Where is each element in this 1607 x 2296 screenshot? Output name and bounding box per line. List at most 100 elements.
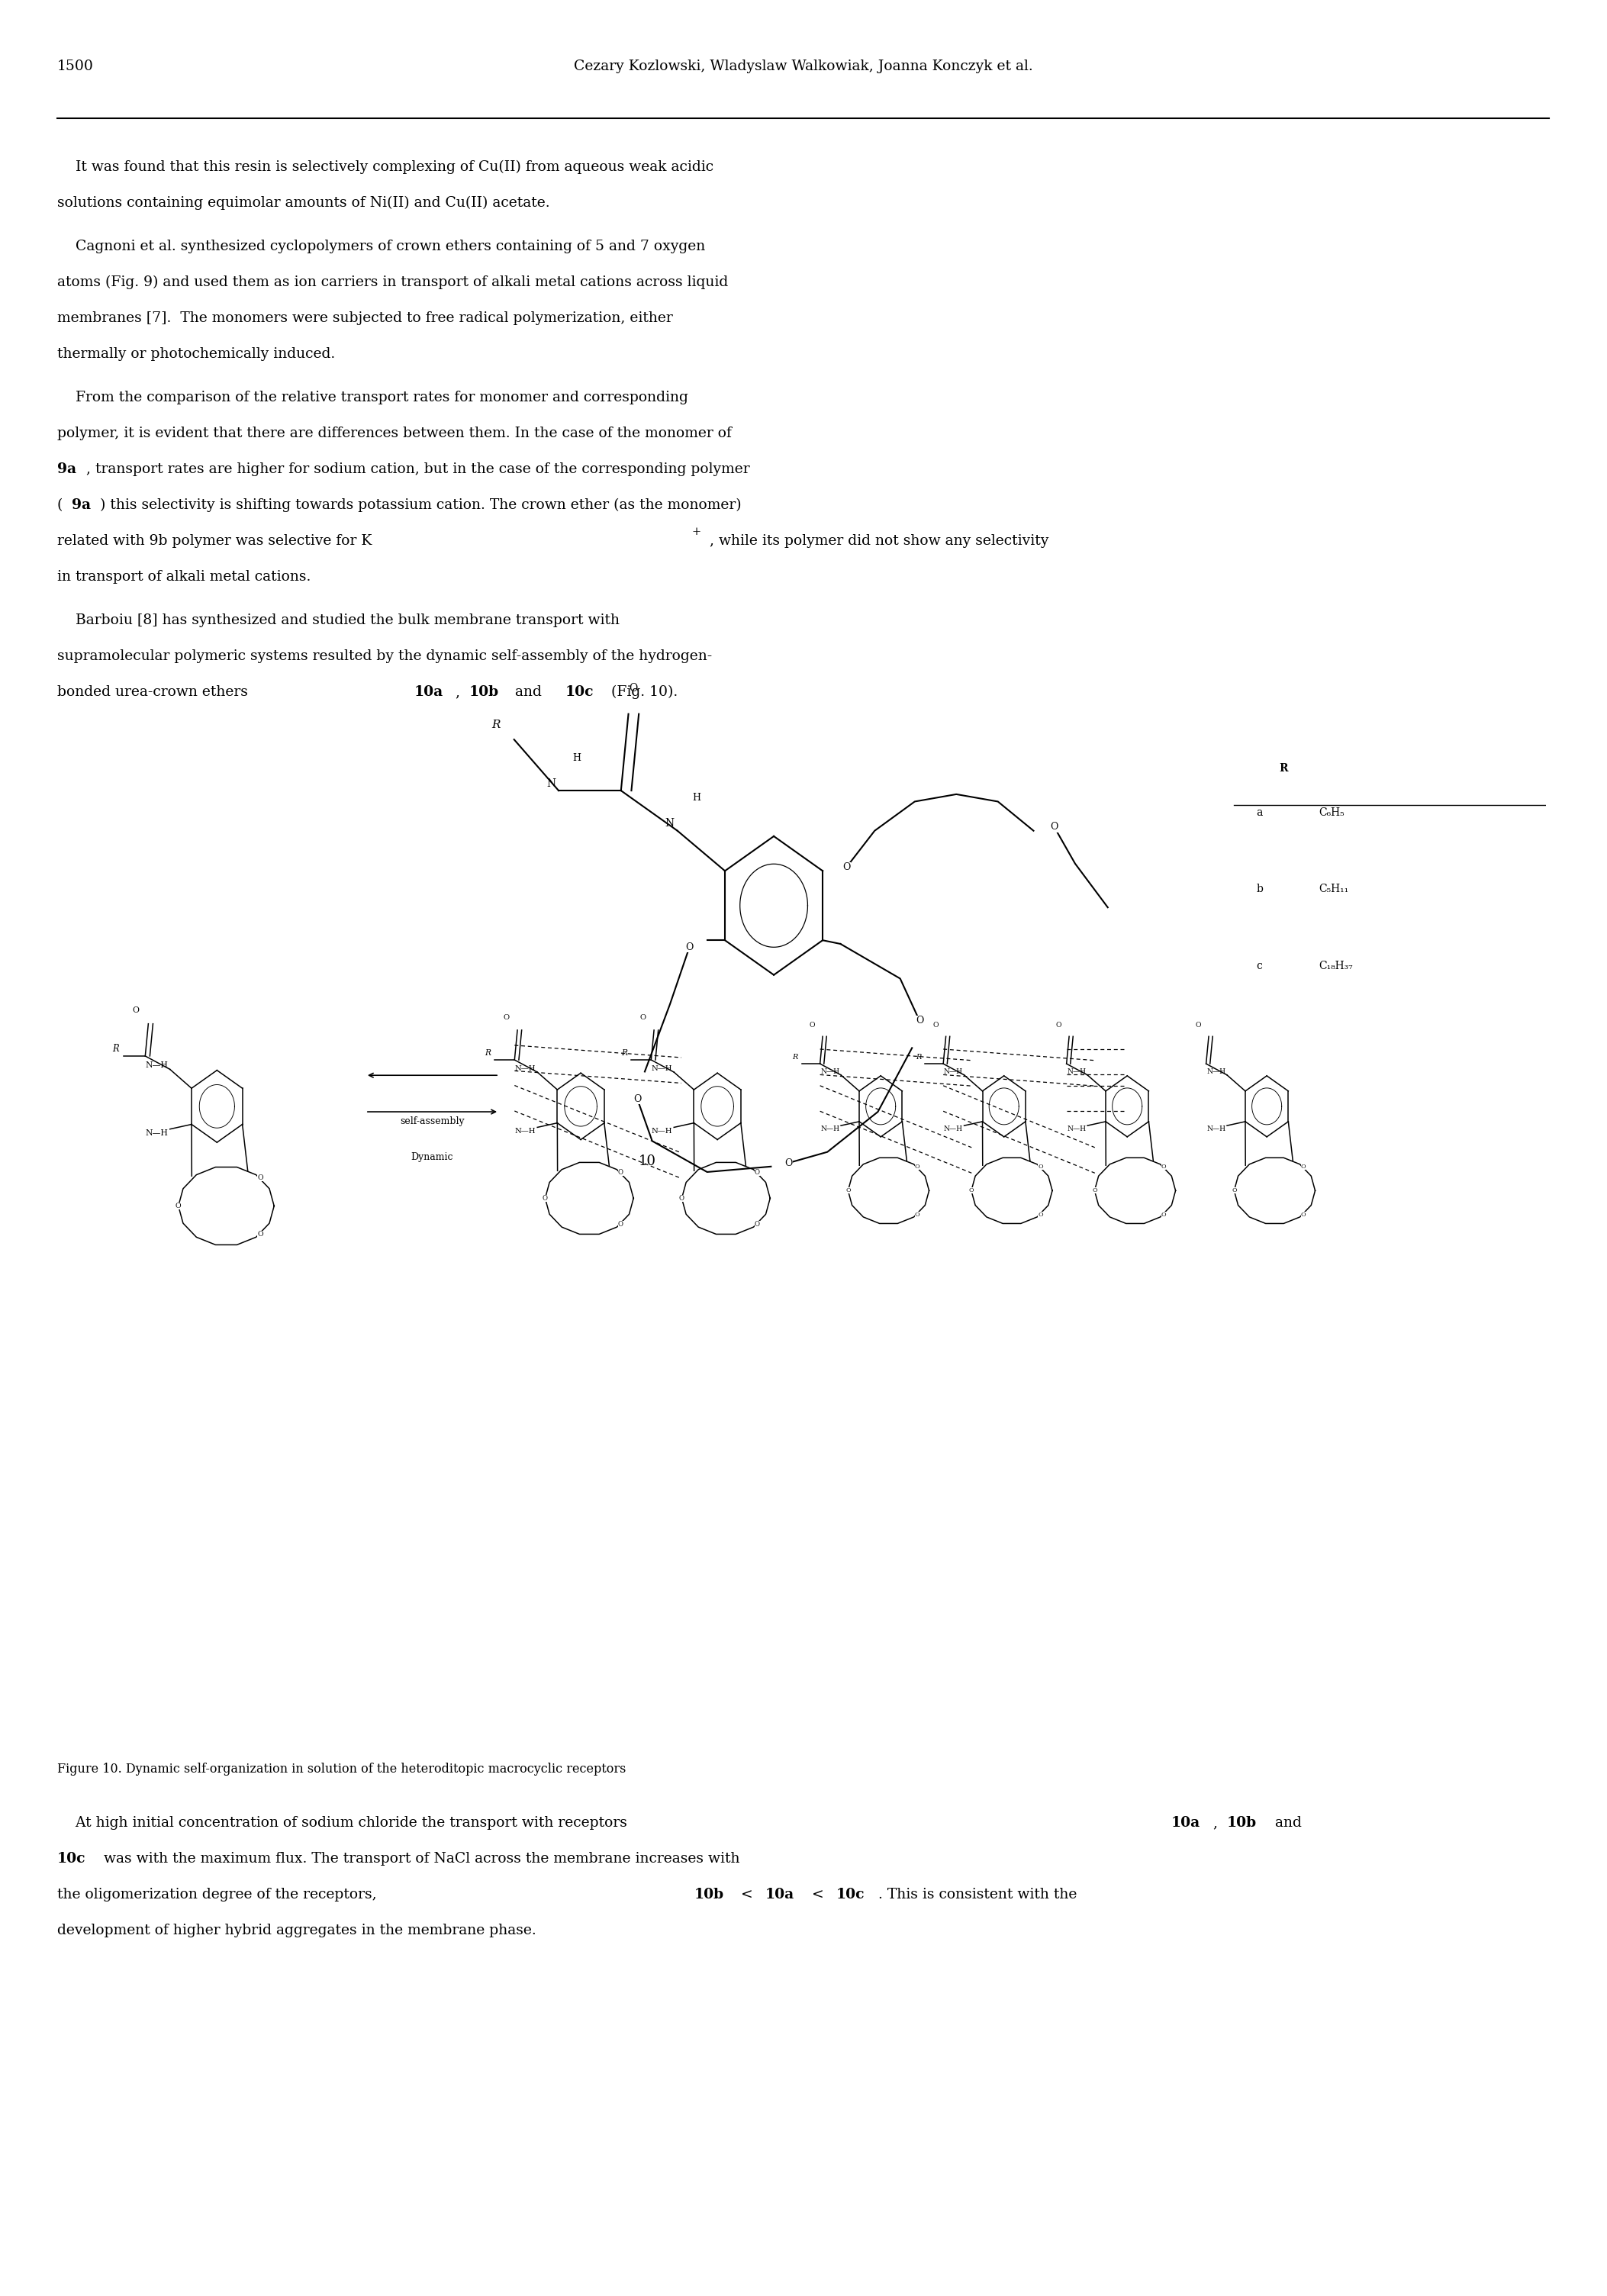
Text: O: O: [640, 1015, 646, 1022]
Text: atoms (Fig. 9) and used them as ion carriers in transport of alkali metal cation: atoms (Fig. 9) and used them as ion carr…: [58, 276, 728, 289]
Text: N: N: [546, 778, 556, 788]
Text: 10b: 10b: [469, 684, 500, 698]
Text: O: O: [1038, 1212, 1043, 1217]
Text: O: O: [932, 1022, 938, 1029]
Text: 10a: 10a: [765, 1887, 794, 1901]
Text: O: O: [680, 1194, 685, 1201]
Text: was with the maximum flux. The transport of NaCl across the membrane increases w: was with the maximum flux. The transport…: [100, 1853, 739, 1867]
Text: O: O: [842, 863, 850, 872]
Text: O: O: [1196, 1022, 1200, 1029]
Text: O: O: [1038, 1164, 1043, 1171]
Text: ,: ,: [455, 684, 464, 698]
Text: N—H: N—H: [651, 1127, 673, 1134]
Text: O: O: [1056, 1022, 1062, 1029]
Text: <: <: [807, 1887, 829, 1901]
Text: Figure 10. Dynamic self-organization in solution of the heteroditopic macrocycli: Figure 10. Dynamic self-organization in …: [58, 1763, 627, 1775]
Text: 9a: 9a: [58, 461, 76, 475]
Text: R: R: [492, 719, 501, 730]
Text: solutions containing equimolar amounts of Ni(II) and Cu(II) acetate.: solutions containing equimolar amounts o…: [58, 195, 550, 209]
Text: O: O: [1231, 1187, 1237, 1194]
Text: O: O: [685, 944, 693, 953]
Text: O: O: [916, 1015, 924, 1026]
Text: N: N: [665, 817, 675, 829]
Text: O: O: [810, 1022, 815, 1029]
Text: +: +: [693, 526, 701, 537]
Text: R: R: [1279, 762, 1287, 774]
Text: Barboiu [8] has synthesized and studied the bulk membrane transport with: Barboiu [8] has synthesized and studied …: [58, 613, 620, 627]
Text: C₁₈H₃₇: C₁₈H₃₇: [1319, 960, 1353, 971]
Text: O: O: [257, 1231, 264, 1238]
Text: O: O: [257, 1173, 264, 1180]
Text: O: O: [1093, 1187, 1098, 1194]
Text: O: O: [619, 1221, 624, 1228]
Text: O: O: [914, 1212, 919, 1217]
Text: 1500: 1500: [58, 60, 93, 73]
Text: membranes [7].  The monomers were subjected to free radical polymerization, eith: membranes [7]. The monomers were subject…: [58, 312, 673, 326]
Text: N—H: N—H: [1207, 1125, 1226, 1132]
Text: supramolecular polymeric systems resulted by the dynamic self-assembly of the hy: supramolecular polymeric systems resulte…: [58, 650, 712, 664]
Text: N—H: N—H: [146, 1061, 169, 1070]
Text: the oligomerization degree of the receptors,: the oligomerization degree of the recept…: [58, 1887, 381, 1901]
Text: R: R: [792, 1054, 799, 1061]
Text: 10b: 10b: [1228, 1816, 1257, 1830]
Text: O: O: [845, 1187, 850, 1194]
Text: C₅H₁₁: C₅H₁₁: [1319, 884, 1348, 895]
Text: O: O: [132, 1006, 140, 1015]
Text: From the comparison of the relative transport rates for monomer and correspondin: From the comparison of the relative tran…: [58, 390, 688, 404]
Text: 10a: 10a: [1172, 1816, 1200, 1830]
Text: N—H: N—H: [943, 1125, 963, 1132]
Text: O: O: [914, 1164, 919, 1171]
Text: R: R: [112, 1042, 119, 1054]
Text: N—H: N—H: [943, 1068, 963, 1075]
Text: It was found that this resin is selectively complexing of Cu(II) from aqueous we: It was found that this resin is selectiv…: [58, 161, 714, 174]
Text: (Fig. 10).: (Fig. 10).: [606, 684, 678, 700]
Text: ,: ,: [1213, 1816, 1223, 1830]
Text: and: and: [1271, 1816, 1302, 1830]
Text: 10c: 10c: [836, 1887, 865, 1901]
Text: Dynamic: Dynamic: [411, 1153, 453, 1162]
Text: N—H: N—H: [1067, 1068, 1086, 1075]
Text: N—H: N—H: [1207, 1068, 1226, 1075]
Text: O: O: [175, 1203, 182, 1210]
Text: (: (: [58, 498, 63, 512]
Text: and: and: [511, 684, 546, 698]
Text: related with 9b polymer was selective for K: related with 9b polymer was selective fo…: [58, 535, 371, 549]
Text: 10b: 10b: [694, 1887, 725, 1901]
Text: O: O: [1162, 1164, 1167, 1171]
Text: polymer, it is evident that there are differences between them. In the case of t: polymer, it is evident that there are di…: [58, 427, 731, 441]
Text: N—H: N—H: [1067, 1125, 1086, 1132]
Text: O: O: [1300, 1164, 1306, 1171]
Text: O: O: [619, 1169, 624, 1176]
Text: O: O: [755, 1169, 760, 1176]
Text: O: O: [1051, 822, 1059, 831]
Text: O: O: [503, 1015, 509, 1022]
Text: O: O: [633, 1095, 641, 1104]
Text: 10: 10: [640, 1155, 656, 1169]
Text: , transport rates are higher for sodium cation, but in the case of the correspon: , transport rates are higher for sodium …: [87, 461, 750, 475]
Text: development of higher hybrid aggregates in the membrane phase.: development of higher hybrid aggregates …: [58, 1924, 537, 1938]
Text: N—H: N—H: [146, 1130, 169, 1137]
Text: Cezary Kozlowski, Wladyslaw Walkowiak, Joanna Konczyk et al.: Cezary Kozlowski, Wladyslaw Walkowiak, J…: [574, 60, 1033, 73]
Text: R: R: [484, 1049, 490, 1056]
Text: R: R: [620, 1049, 627, 1056]
Text: O: O: [755, 1221, 760, 1228]
Text: C₆H₅: C₆H₅: [1319, 808, 1345, 817]
Text: in transport of alkali metal cations.: in transport of alkali metal cations.: [58, 569, 310, 583]
Text: self-assembly: self-assembly: [400, 1116, 464, 1125]
Text: thermally or photochemically induced.: thermally or photochemically induced.: [58, 347, 336, 360]
Text: H: H: [693, 792, 701, 804]
Text: O: O: [1300, 1212, 1306, 1217]
Text: 10c: 10c: [566, 684, 595, 698]
Text: b: b: [1257, 884, 1263, 895]
Text: N—H: N—H: [514, 1065, 535, 1072]
Text: O: O: [628, 684, 636, 693]
Text: O: O: [1162, 1212, 1167, 1217]
Text: O: O: [784, 1157, 792, 1169]
Text: R: R: [916, 1054, 921, 1061]
Text: c: c: [1257, 960, 1263, 971]
Text: , while its polymer did not show any selectivity: , while its polymer did not show any sel…: [710, 535, 1049, 549]
Text: N—H: N—H: [821, 1068, 839, 1075]
Text: <: <: [736, 1887, 757, 1901]
Text: ) this selectivity is shifting towards potassium cation. The crown ether (as the: ) this selectivity is shifting towards p…: [100, 498, 741, 512]
Text: 10a: 10a: [415, 684, 444, 698]
